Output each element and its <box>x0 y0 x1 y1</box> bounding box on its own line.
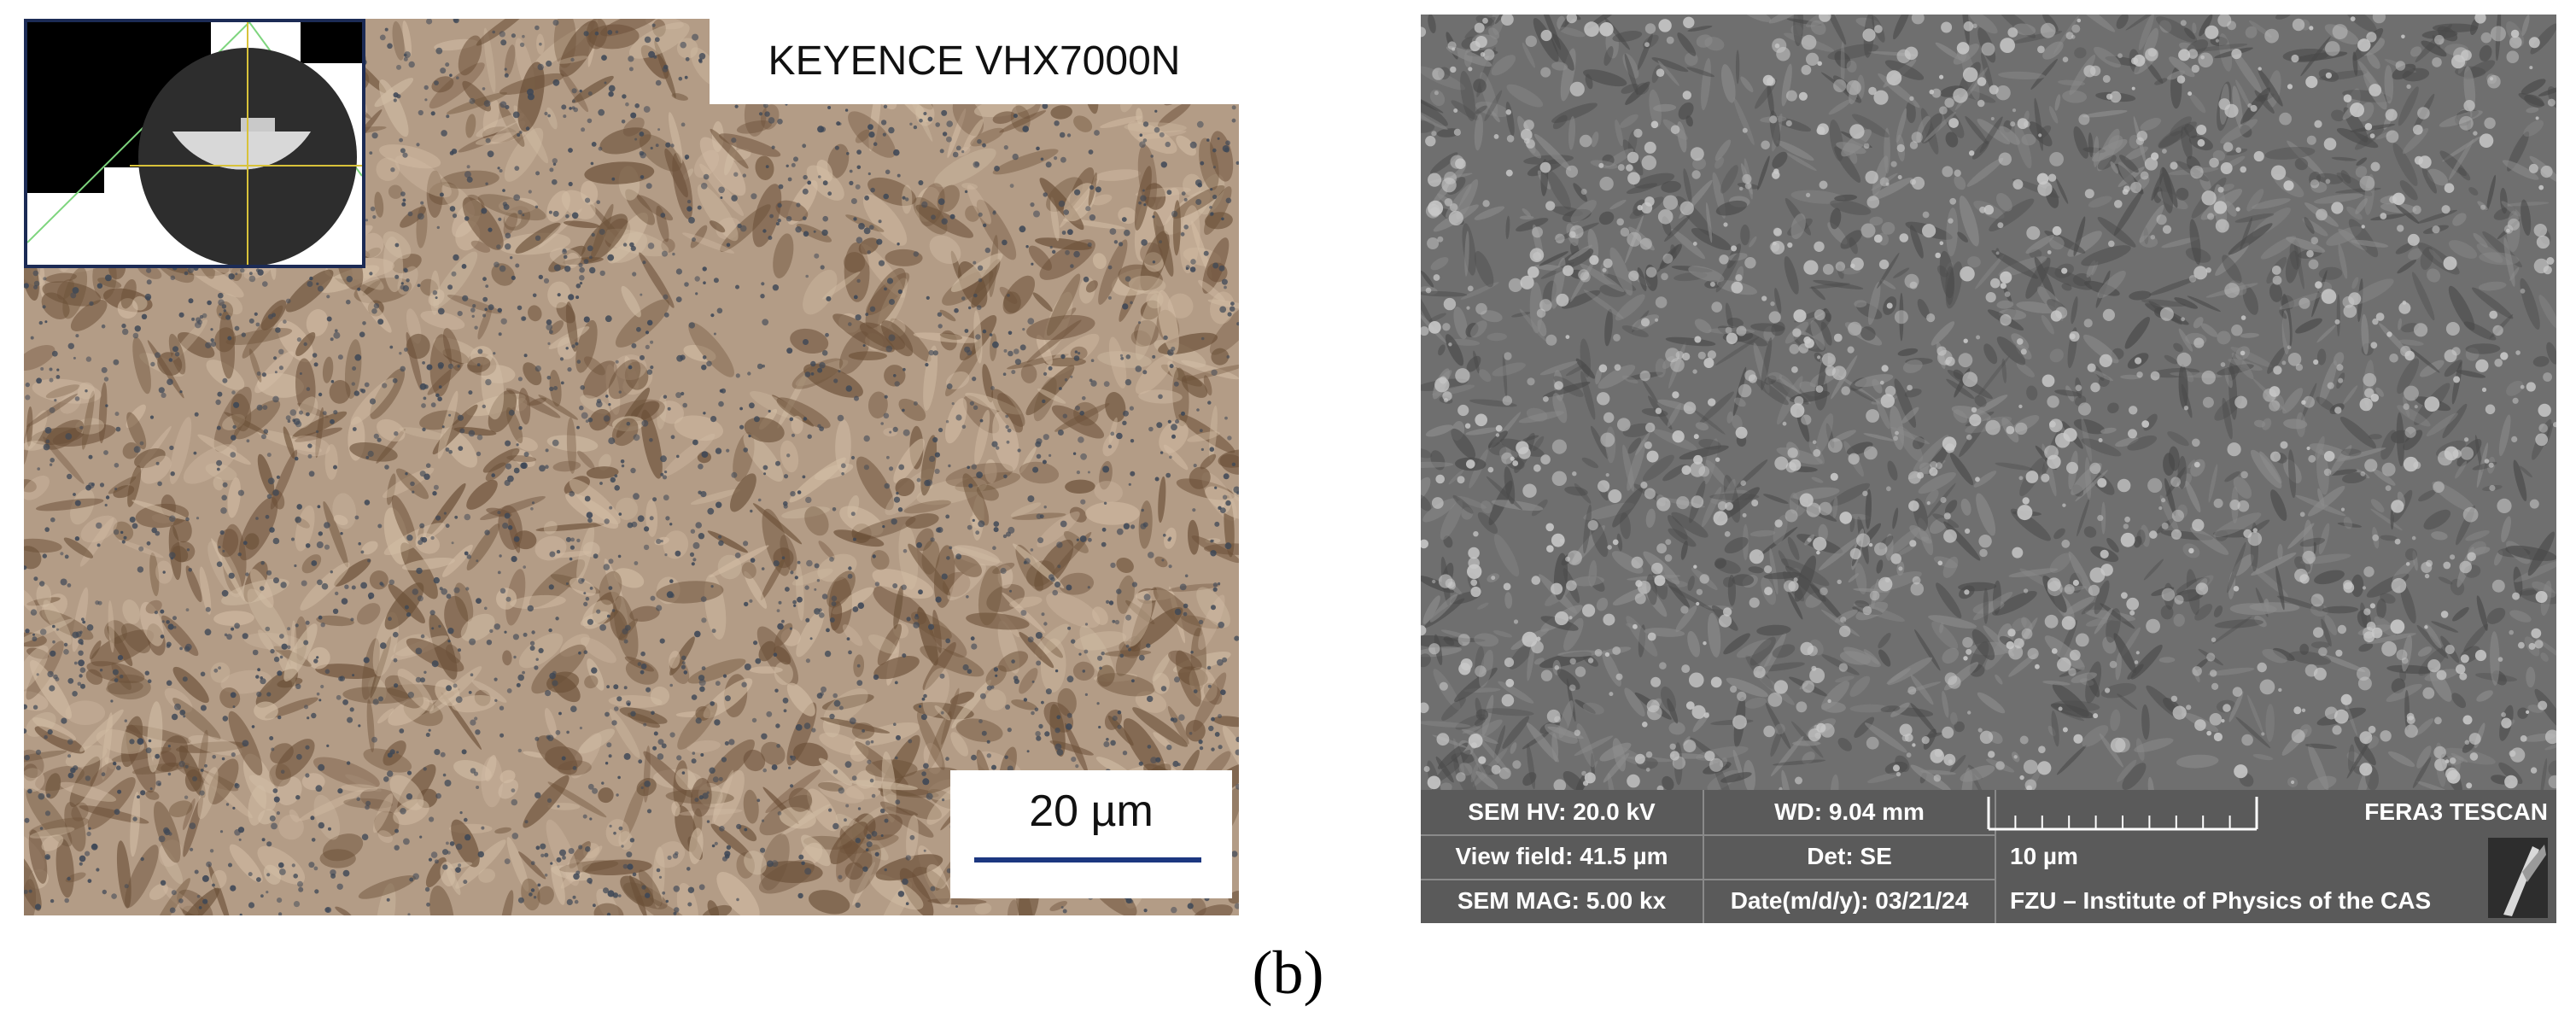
sem-micrograph <box>1421 15 2556 790</box>
sem-brand: FERA3 TESCAN <box>2364 798 2548 825</box>
sem-info-bar: SEM HV: 20.0 kV WD: 9.04 mm FERA3 TESCAN… <box>1421 790 2556 923</box>
sem-scale-label: 10 µm <box>2010 843 2078 869</box>
scale-bar <box>974 857 1201 862</box>
sample-inset-image <box>27 22 362 265</box>
sem-texture <box>1421 15 2556 790</box>
sem-hv: SEM HV: 20.0 kV <box>1468 798 1656 825</box>
scale-bar-box: 20 µm <box>950 770 1232 898</box>
scale-bar-label: 20 µm <box>1029 786 1154 836</box>
sample-inset <box>24 19 365 268</box>
sem-date: Date(m/d/y): 03/21/24 <box>1730 887 1969 914</box>
optical-micrograph: KEYENCE VHX7000N 20 µm <box>24 19 1239 915</box>
sem-detector: Det: SE <box>1807 843 1892 869</box>
figure-caption: (b) <box>1252 939 1324 1007</box>
sem-institute: FZU – Institute of Physics of the CAS <box>2010 887 2432 914</box>
tescan-logo <box>2488 838 2548 918</box>
sem-magnification: SEM MAG: 5.00 kx <box>1457 887 1667 914</box>
sem-scale-ruler <box>1987 797 2258 831</box>
sem-view-field: View field: 41.5 µm <box>1455 843 1668 869</box>
sem-wd: WD: 9.04 mm <box>1774 798 1925 825</box>
instrument-label: KEYENCE VHX7000N <box>710 19 1239 104</box>
